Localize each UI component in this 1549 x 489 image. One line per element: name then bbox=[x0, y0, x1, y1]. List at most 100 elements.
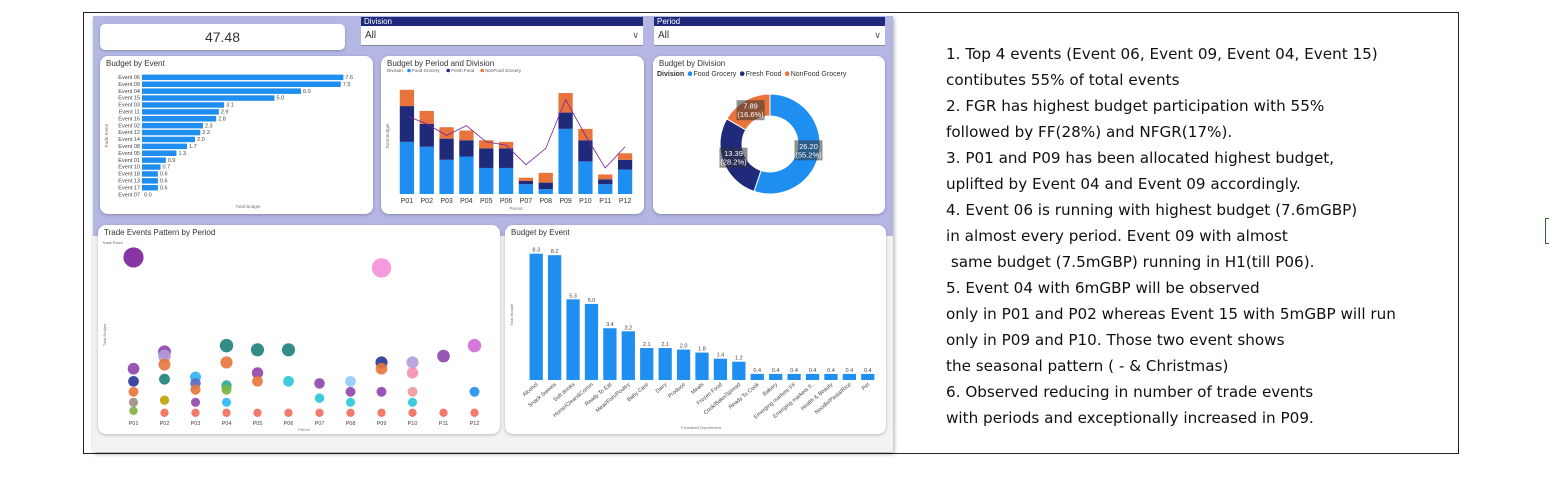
data-label: 0.7 bbox=[163, 165, 171, 171]
data-label: 2.9 bbox=[221, 110, 229, 116]
scatter-point bbox=[345, 386, 356, 397]
x-tick-label: P07 bbox=[520, 198, 533, 205]
x-tick-label: Meals bbox=[690, 382, 705, 396]
bar bbox=[142, 88, 301, 94]
division-slicer[interactable]: Division All ∨ bbox=[361, 17, 643, 47]
stacked-bar-segment bbox=[598, 174, 613, 180]
bar bbox=[529, 253, 543, 380]
budget-by-event-card[interactable]: Budget by Event Event 06 7.6 Event 09 7.5 Ev… bbox=[100, 56, 373, 214]
budget-by-division-donut-chart: Division Food Grocery Fresh Food NonFood Gr… bbox=[657, 71, 847, 195]
bar bbox=[142, 109, 219, 115]
legend-marker bbox=[784, 71, 790, 76]
scatter-point bbox=[439, 408, 448, 417]
legend-item: Fresh Food bbox=[746, 71, 782, 78]
bar bbox=[142, 129, 201, 136]
scatter-point bbox=[371, 258, 392, 278]
stacked-bar-segment bbox=[558, 93, 573, 113]
data-label: 1.7 bbox=[189, 144, 197, 150]
note-line: 5. Event 04 with 6mGBP will be observed bbox=[946, 279, 1260, 297]
x-axis-label: Period bbox=[298, 427, 310, 432]
bar bbox=[750, 373, 764, 380]
scatter-point bbox=[406, 356, 419, 369]
note-line: 4. Event 06 is running with highest budg… bbox=[946, 201, 1358, 219]
scatter-point bbox=[314, 378, 325, 389]
scatter-point bbox=[406, 367, 419, 379]
legend-title: Trade Event bbox=[102, 241, 123, 245]
x-axis-label: Period bbox=[509, 206, 523, 211]
x-tick-label: P08 bbox=[540, 198, 553, 205]
stacked-bar-segment bbox=[558, 128, 573, 194]
data-label: 5.0 bbox=[277, 96, 285, 102]
stacked-bar-segment bbox=[498, 148, 514, 168]
data-label: 2.2 bbox=[202, 130, 210, 136]
x-tick-label: Produce bbox=[667, 382, 687, 400]
chevron-down-icon[interactable]: ∨ bbox=[874, 30, 881, 40]
scatter-point bbox=[127, 362, 140, 375]
note-line: 1. Top 4 events (Event 06, Event 09, Eve… bbox=[946, 45, 1378, 63]
data-label: 3.2 bbox=[624, 325, 632, 331]
data-label: 26.20 bbox=[799, 142, 818, 151]
scatter-point bbox=[407, 397, 418, 407]
stacked-bar-segment bbox=[518, 184, 534, 194]
stacked-bar-segment bbox=[578, 161, 593, 194]
scatter-point bbox=[191, 408, 200, 417]
note-line: in almost every period. Event 09 with al… bbox=[946, 227, 1288, 245]
stacked-bar-segment bbox=[518, 180, 534, 185]
stacked-bar-segment bbox=[538, 189, 553, 194]
data-label: 3.4 bbox=[606, 322, 614, 328]
period-dropdown[interactable]: All ∨ bbox=[654, 26, 885, 46]
note-line: 2. FGR has highest budget participation … bbox=[946, 97, 1325, 115]
legend-marker bbox=[480, 68, 484, 73]
scatter-point bbox=[345, 375, 356, 387]
stacked-bar-segment bbox=[419, 110, 434, 124]
y-tick-label: Event 13 bbox=[118, 179, 140, 185]
scatter-point bbox=[219, 338, 234, 353]
trade-events-pattern-card[interactable]: Trade Events Pattern by Period Trade Eve… bbox=[98, 225, 500, 434]
trend-line bbox=[406, 98, 626, 169]
x-tick-label: Dairy bbox=[655, 382, 669, 395]
scatter-point bbox=[377, 408, 386, 417]
budget-by-division-card[interactable]: Budget by Division Division Food Grocery F… bbox=[653, 56, 885, 214]
bar bbox=[142, 164, 161, 170]
scatter-point bbox=[128, 375, 139, 387]
data-label: 2.0 bbox=[197, 137, 205, 143]
legend-item: Food Grocery bbox=[694, 71, 737, 78]
data-label: 7.5 bbox=[343, 82, 351, 88]
y-tick-label: Event 05 bbox=[118, 151, 140, 157]
chevron-down-icon[interactable]: ∨ bbox=[632, 30, 639, 40]
x-tick-label: P10 bbox=[408, 421, 418, 427]
stacked-bar-segment bbox=[518, 177, 534, 181]
bar bbox=[142, 95, 275, 101]
bar bbox=[142, 171, 158, 177]
x-tick-label: P01 bbox=[401, 198, 414, 205]
data-label: 2.1 bbox=[643, 342, 651, 348]
bar bbox=[142, 122, 203, 129]
stacked-bar-segment bbox=[459, 130, 474, 141]
note-line: 6. Observed reducing in number of trade … bbox=[946, 383, 1314, 401]
data-label: 0.6 bbox=[160, 179, 168, 185]
bar bbox=[658, 348, 672, 380]
legend-marker bbox=[739, 71, 745, 76]
data-label: 0.6 bbox=[160, 185, 168, 191]
scatter-point bbox=[221, 384, 232, 395]
period-slicer-label: Period bbox=[654, 17, 885, 26]
division-dropdown[interactable]: All ∨ bbox=[361, 26, 643, 46]
division-slicer-label: Division bbox=[361, 17, 643, 26]
chart-title: Budget by Division bbox=[659, 59, 726, 68]
data-label: 6.0 bbox=[303, 89, 311, 95]
data-label: 1.4 bbox=[717, 353, 725, 359]
budget-by-department-card[interactable]: Budget by Event 8.3 Alcohol 8.2 Snack Sweet… bbox=[505, 225, 886, 434]
y-tick-label: Event 01 bbox=[118, 158, 140, 164]
stacked-bar-segment bbox=[479, 148, 494, 168]
scatter-point bbox=[375, 362, 388, 375]
period-slicer[interactable]: Period All ∨ bbox=[654, 17, 885, 47]
stacked-bar-segment bbox=[439, 159, 454, 194]
data-label: 0.4 bbox=[753, 368, 761, 374]
data-label: 0.4 bbox=[827, 368, 835, 374]
scatter-point bbox=[315, 408, 324, 417]
scatter-point bbox=[467, 338, 482, 353]
scatter-point bbox=[284, 408, 293, 417]
budget-by-period-division-card[interactable]: Budget by Period and Division Division Fo… bbox=[381, 56, 644, 214]
stacked-bar-segment bbox=[419, 146, 434, 194]
